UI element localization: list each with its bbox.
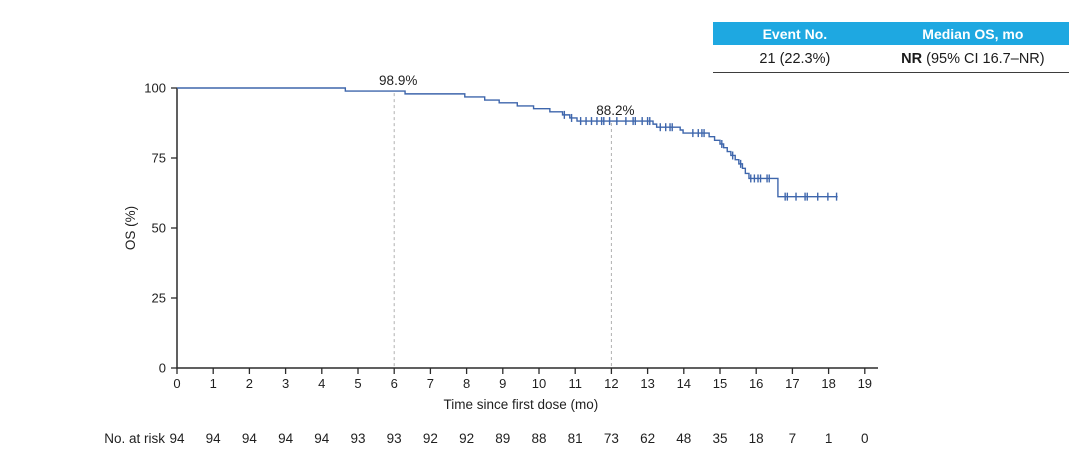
x-tick-label: 3 <box>282 376 289 391</box>
risk-value: 92 <box>459 431 474 446</box>
risk-value: 1 <box>825 431 833 446</box>
x-tick-label: 5 <box>354 376 361 391</box>
risk-value: 7 <box>789 431 797 446</box>
x-tick-label: 12 <box>604 376 618 391</box>
risk-value: 94 <box>242 431 258 446</box>
x-tick-label: 13 <box>640 376 654 391</box>
risk-value: 89 <box>495 431 510 446</box>
x-tick-label: 4 <box>318 376 325 391</box>
x-tick-label: 2 <box>246 376 253 391</box>
risk-value: 93 <box>387 431 402 446</box>
risk-value: 73 <box>604 431 619 446</box>
risk-value: 94 <box>314 431 330 446</box>
risk-value: 48 <box>676 431 691 446</box>
y-axis-title: OS (%) <box>123 206 138 250</box>
x-tick-label: 17 <box>785 376 799 391</box>
risk-value: 93 <box>350 431 365 446</box>
risk-value: 94 <box>278 431 294 446</box>
x-tick-label: 10 <box>532 376 546 391</box>
risk-table-label: No. at risk <box>104 431 165 446</box>
risk-value: 62 <box>640 431 655 446</box>
x-tick-label: 18 <box>821 376 835 391</box>
survival-annotation: 88.2% <box>596 103 634 118</box>
x-tick-label: 9 <box>499 376 506 391</box>
risk-value: 18 <box>749 431 764 446</box>
risk-value: 88 <box>531 431 546 446</box>
median-os-ci: (95% CI 16.7–NR) <box>922 50 1045 67</box>
y-tick-label: 0 <box>159 361 166 376</box>
summary-table: Event No. Median OS, mo 21 (22.3%) NR (9… <box>713 22 1069 73</box>
risk-value: 94 <box>206 431 222 446</box>
y-tick-label: 25 <box>152 291 166 306</box>
x-tick-label: 19 <box>858 376 872 391</box>
risk-value: 92 <box>423 431 438 446</box>
x-tick-label: 11 <box>568 376 582 391</box>
summary-header-event-no: Event No. <box>762 25 828 42</box>
median-os-value: NR (95% CI 16.7–NR) <box>877 51 1069 67</box>
x-tick-label: 0 <box>173 376 180 391</box>
y-tick-label: 50 <box>152 221 166 236</box>
summary-header-median-os: Median OS, mo <box>922 25 1024 42</box>
y-tick-label: 100 <box>144 81 166 96</box>
survival-annotation: 98.9% <box>379 73 417 88</box>
axes <box>176 88 878 369</box>
x-tick-label: 7 <box>427 376 434 391</box>
x-axis-title: Time since first dose (mo) <box>444 397 599 412</box>
x-tick-label: 15 <box>713 376 727 391</box>
risk-value: 94 <box>169 431 185 446</box>
median-os-nr: NR <box>901 50 923 67</box>
event-no-value: 21 (22.3%) <box>759 50 831 67</box>
x-tick-label: 1 <box>210 376 217 391</box>
y-tick-label: 75 <box>152 151 166 166</box>
risk-value: 81 <box>568 431 583 446</box>
x-tick-label: 16 <box>749 376 763 391</box>
km-curve <box>177 87 838 198</box>
summary-table-row: 21 (22.3%) NR (95% CI 16.7–NR) <box>713 45 1069 73</box>
x-tick-label: 14 <box>677 376 691 391</box>
x-tick-label: 6 <box>391 376 398 391</box>
risk-value: 0 <box>861 431 869 446</box>
x-tick-label: 8 <box>463 376 470 391</box>
risk-value: 35 <box>712 431 727 446</box>
summary-table-header: Event No. Median OS, mo <box>713 22 1069 45</box>
